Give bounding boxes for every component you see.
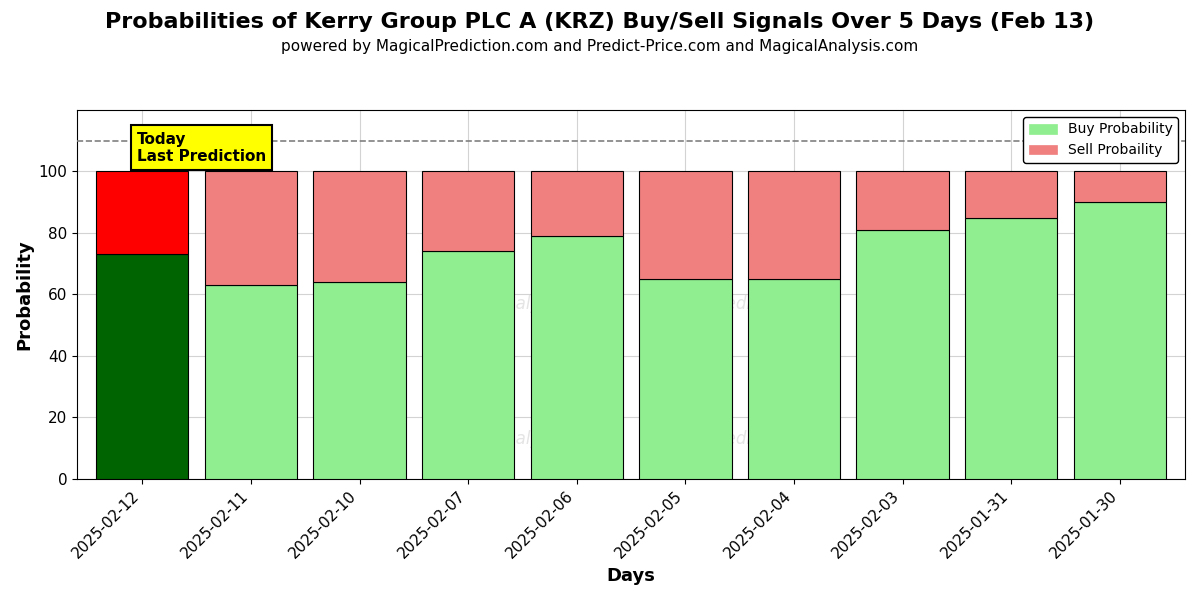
Bar xyxy=(205,172,298,285)
Bar xyxy=(530,236,623,479)
Text: powered by MagicalPrediction.com and Predict-Price.com and MagicalAnalysis.com: powered by MagicalPrediction.com and Pre… xyxy=(281,39,919,54)
Text: MagicalAnalysis.com        MagicalPrediction.com: MagicalAnalysis.com MagicalPrediction.co… xyxy=(430,430,833,448)
Bar xyxy=(640,279,732,479)
Text: Probabilities of Kerry Group PLC A (KRZ) Buy/Sell Signals Over 5 Days (Feb 13): Probabilities of Kerry Group PLC A (KRZ)… xyxy=(106,12,1094,32)
Bar xyxy=(96,254,188,479)
Legend: Buy Probability, Sell Probaility: Buy Probability, Sell Probaility xyxy=(1024,117,1178,163)
Bar xyxy=(748,279,840,479)
Bar xyxy=(857,172,949,230)
Text: Today
Last Prediction: Today Last Prediction xyxy=(137,131,266,164)
Bar xyxy=(1074,172,1166,202)
Bar xyxy=(965,218,1057,479)
Text: MagicalAnalysis.com        MagicalPrediction.com: MagicalAnalysis.com MagicalPrediction.co… xyxy=(430,295,833,313)
Bar xyxy=(857,230,949,479)
X-axis label: Days: Days xyxy=(607,567,655,585)
Bar xyxy=(640,172,732,279)
Bar xyxy=(530,172,623,236)
Bar xyxy=(1074,202,1166,479)
Bar xyxy=(748,172,840,279)
Bar xyxy=(96,172,188,254)
Bar xyxy=(205,285,298,479)
Bar xyxy=(313,282,406,479)
Bar xyxy=(313,172,406,282)
Bar xyxy=(422,172,515,251)
Bar xyxy=(965,172,1057,218)
Y-axis label: Probability: Probability xyxy=(14,239,32,350)
Bar xyxy=(422,251,515,479)
